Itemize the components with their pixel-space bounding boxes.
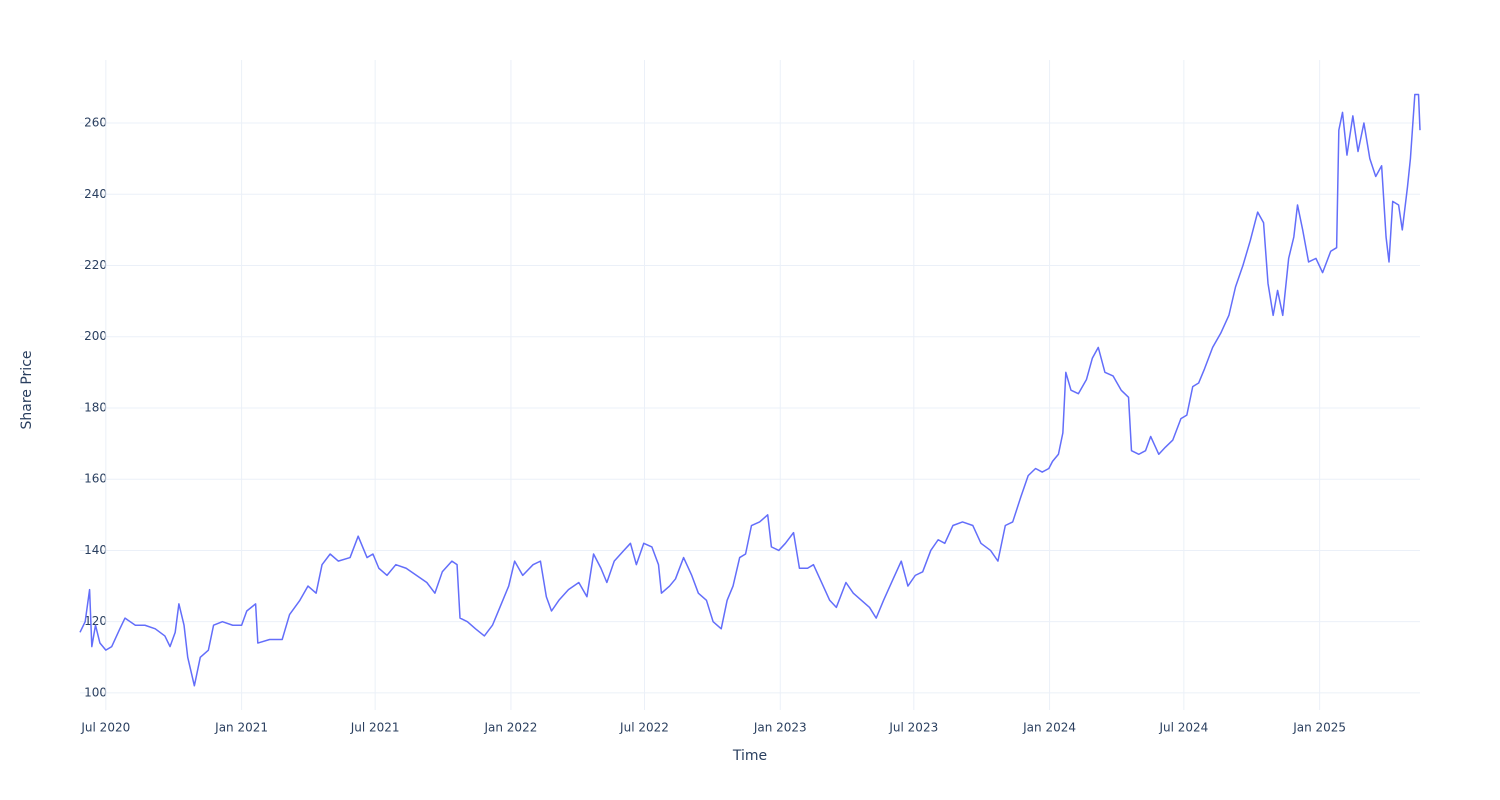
x-tick-label: Jul 2020	[80, 721, 130, 735]
y-tick-label: 180	[84, 400, 107, 414]
y-tick-label: 100	[84, 685, 107, 699]
x-tick-label: Jan 2023	[753, 721, 807, 735]
x-axis-title: Time	[732, 748, 767, 764]
y-tick-label: 240	[84, 187, 107, 201]
y-tick-label: 220	[84, 258, 107, 272]
x-tick-label: Jul 2023	[888, 721, 938, 735]
price-line	[79, 93, 1421, 687]
x-tick-label: Jul 2024	[1158, 721, 1208, 735]
x-tick-label: Jul 2021	[350, 721, 400, 735]
x-tick-label: Jan 2022	[483, 721, 537, 735]
y-tick-label: 120	[84, 614, 107, 628]
y-axis-title: Share Price	[19, 350, 35, 429]
y-tick-label: 160	[84, 472, 107, 486]
x-tick-label: Jan 2021	[214, 721, 268, 735]
x-tick-label: Jul 2022	[619, 721, 669, 735]
x-tick-label: Jan 2025	[1292, 721, 1346, 735]
y-tick-label: 200	[84, 329, 107, 343]
y-tick-label: 140	[84, 543, 107, 557]
x-tick-label: Jan 2024	[1022, 721, 1076, 735]
y-tick-label: 260	[84, 116, 107, 130]
